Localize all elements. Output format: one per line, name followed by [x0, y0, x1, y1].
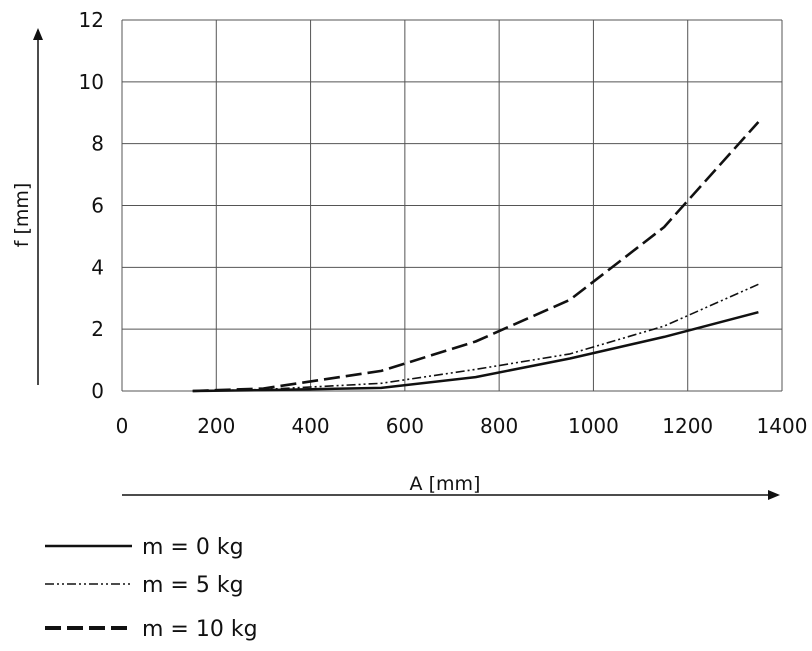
legend-label-0: m = 0 kg — [142, 535, 244, 560]
y-tick-label-3: 6 — [91, 194, 104, 218]
x-tick-label-6: 1200 — [662, 414, 713, 438]
y-tick-label-5: 10 — [79, 70, 104, 94]
series-line-2 — [192, 121, 760, 393]
legend-label-1: m = 5 kg — [142, 573, 244, 598]
x-axis-label: A [mm] — [410, 473, 481, 495]
x-tick-label-3: 600 — [386, 414, 424, 438]
tick-labels: 0 200 400 600 800 1000 1200 1400 0 2 4 6 8 10 12 — [79, 8, 808, 438]
x-tick-label-1: 200 — [197, 414, 235, 438]
y-tick-label-0: 0 — [91, 379, 104, 403]
y-tick-label-6: 12 — [79, 8, 104, 32]
x-tick-label-4: 800 — [480, 414, 518, 438]
x-tick-label-0: 0 — [116, 414, 129, 438]
y-tick-label-2: 4 — [91, 255, 104, 279]
series-layer — [192, 121, 760, 393]
series-line-0 — [192, 310, 759, 393]
y-axis-label: f [mm] — [11, 183, 33, 248]
y-tick-label-1: 2 — [91, 317, 104, 341]
x-tick-label-2: 400 — [291, 414, 329, 438]
legend-label-2: m = 10 kg — [142, 617, 258, 642]
series-line-1 — [192, 283, 759, 392]
y-tick-label-4: 8 — [91, 132, 104, 156]
grid — [121, 19, 783, 392]
x-tick-label-5: 1000 — [568, 414, 619, 438]
legend: m = 0 kg m = 5 kg m = 10 kg — [45, 535, 258, 642]
x-tick-label-7: 1400 — [757, 414, 808, 438]
